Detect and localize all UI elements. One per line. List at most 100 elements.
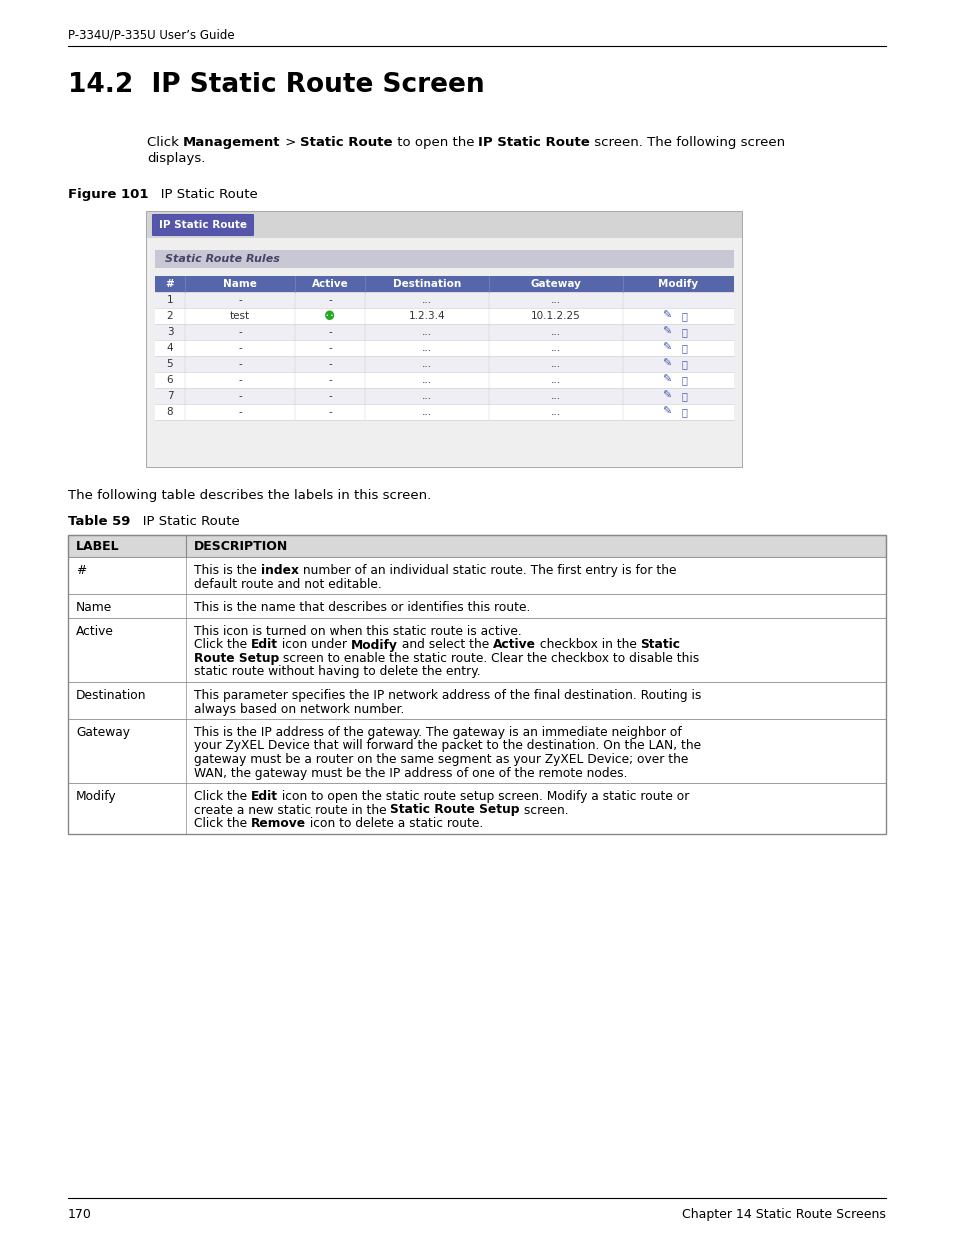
Text: Active: Active [76,625,113,638]
Text: IP Static Route: IP Static Route [159,220,247,230]
Text: ✎: ✎ [661,327,671,337]
Text: ...: ... [551,359,560,369]
Text: ...: ... [551,327,560,337]
Text: -: - [328,408,332,417]
Text: Edit: Edit [251,638,277,652]
Text: 🗑: 🗑 [680,359,687,369]
Text: screen.: screen. [519,804,568,816]
Text: screen. The following screen: screen. The following screen [590,136,784,149]
Text: 170: 170 [68,1208,91,1221]
Bar [154,340,733,356]
Text: Active: Active [493,638,536,652]
Text: ...: ... [421,375,432,385]
Bar [68,557,885,594]
Text: to open the: to open the [393,136,478,149]
Text: displays.: displays. [147,152,205,165]
Text: icon to delete a static route.: icon to delete a static route. [306,818,483,830]
Bar [68,719,885,783]
Text: icon under: icon under [277,638,351,652]
Text: Name: Name [223,279,256,289]
Bar [68,618,885,682]
Text: 🗑: 🗑 [680,391,687,401]
Text: Active: Active [312,279,348,289]
Bar [154,275,733,291]
Text: Click the: Click the [193,818,251,830]
Text: This icon is turned on when this static route is active.: This icon is turned on when this static … [193,625,521,638]
Text: #: # [166,279,174,289]
Text: IP Static Route: IP Static Route [478,136,590,149]
Bar [154,372,733,388]
Text: LABEL: LABEL [76,540,119,552]
Text: 🗑: 🗑 [680,343,687,353]
Text: 5: 5 [167,359,173,369]
Text: This is the IP address of the gateway. The gateway is an immediate neighbor of: This is the IP address of the gateway. T… [193,726,681,739]
Text: Click the: Click the [193,638,251,652]
Text: default route and not editable.: default route and not editable. [193,578,381,590]
Bar [154,356,733,372]
Text: create a new static route in the: create a new static route in the [193,804,390,816]
Text: -: - [328,391,332,401]
Text: Static: Static [640,638,679,652]
Text: ⚉: ⚉ [324,310,335,322]
Text: ✎: ✎ [661,408,671,417]
Text: ...: ... [421,343,432,353]
Text: -: - [238,375,242,385]
Text: ...: ... [421,391,432,401]
Text: ...: ... [421,295,432,305]
Text: 8: 8 [167,408,173,417]
Text: #: # [76,564,86,577]
Text: 14.2  IP Static Route Screen: 14.2 IP Static Route Screen [68,72,484,98]
Text: -: - [238,391,242,401]
Text: screen to enable the static route. Clear the checkbox to disable this: screen to enable the static route. Clear… [279,652,699,664]
Text: 🗑: 🗑 [680,311,687,321]
Text: Static Route Setup: Static Route Setup [390,804,519,816]
Text: -: - [328,359,332,369]
Text: Static Route Rules: Static Route Rules [165,254,279,264]
Text: 4: 4 [167,343,173,353]
Text: -: - [328,375,332,385]
Text: Gateway: Gateway [530,279,580,289]
Text: 10.1.2.25: 10.1.2.25 [531,311,580,321]
Text: Edit: Edit [251,790,277,803]
FancyBboxPatch shape [152,215,253,236]
Bar [147,238,741,467]
Text: WAN, the gateway must be the IP address of one of the remote nodes.: WAN, the gateway must be the IP address … [193,767,627,779]
Text: your ZyXEL Device that will forward the packet to the destination. On the LAN, t: your ZyXEL Device that will forward the … [193,740,700,752]
Text: ...: ... [421,359,432,369]
Text: checkbox in the: checkbox in the [536,638,640,652]
Text: index: index [260,564,298,577]
Text: ...: ... [551,295,560,305]
Text: -: - [328,343,332,353]
Text: P-334U/P-335U User’s Guide: P-334U/P-335U User’s Guide [68,28,234,41]
Text: and select the: and select the [397,638,493,652]
Text: Management: Management [183,136,280,149]
Text: >: > [280,136,300,149]
Text: Route Setup: Route Setup [193,652,279,664]
Bar [154,249,733,268]
Text: static route without having to delete the entry.: static route without having to delete th… [193,666,480,678]
Text: Click the: Click the [193,790,251,803]
Bar [154,291,733,308]
Bar [154,324,733,340]
Text: 🗑: 🗑 [680,327,687,337]
Text: IP Static Route: IP Static Route [149,188,258,201]
Text: The following table describes the labels in this screen.: The following table describes the labels… [68,489,431,501]
Bar [154,388,733,404]
Text: Remove: Remove [251,818,306,830]
Text: ...: ... [551,375,560,385]
Text: ✎: ✎ [661,311,671,321]
Text: ...: ... [551,408,560,417]
Text: 🗑: 🗑 [680,375,687,385]
Text: Gateway: Gateway [76,726,130,739]
Text: icon to open the static route setup screen. Modify a static route or: icon to open the static route setup scre… [277,790,689,803]
Text: This is the: This is the [193,564,260,577]
Text: ...: ... [421,327,432,337]
Text: ✎: ✎ [661,343,671,353]
Text: Table 59: Table 59 [68,515,131,529]
Text: This is the name that describes or identifies this route.: This is the name that describes or ident… [193,601,530,614]
Text: Name: Name [76,601,112,614]
Text: -: - [328,295,332,305]
Text: Destination: Destination [76,689,147,701]
Text: test: test [230,311,250,321]
Text: 3: 3 [167,327,173,337]
